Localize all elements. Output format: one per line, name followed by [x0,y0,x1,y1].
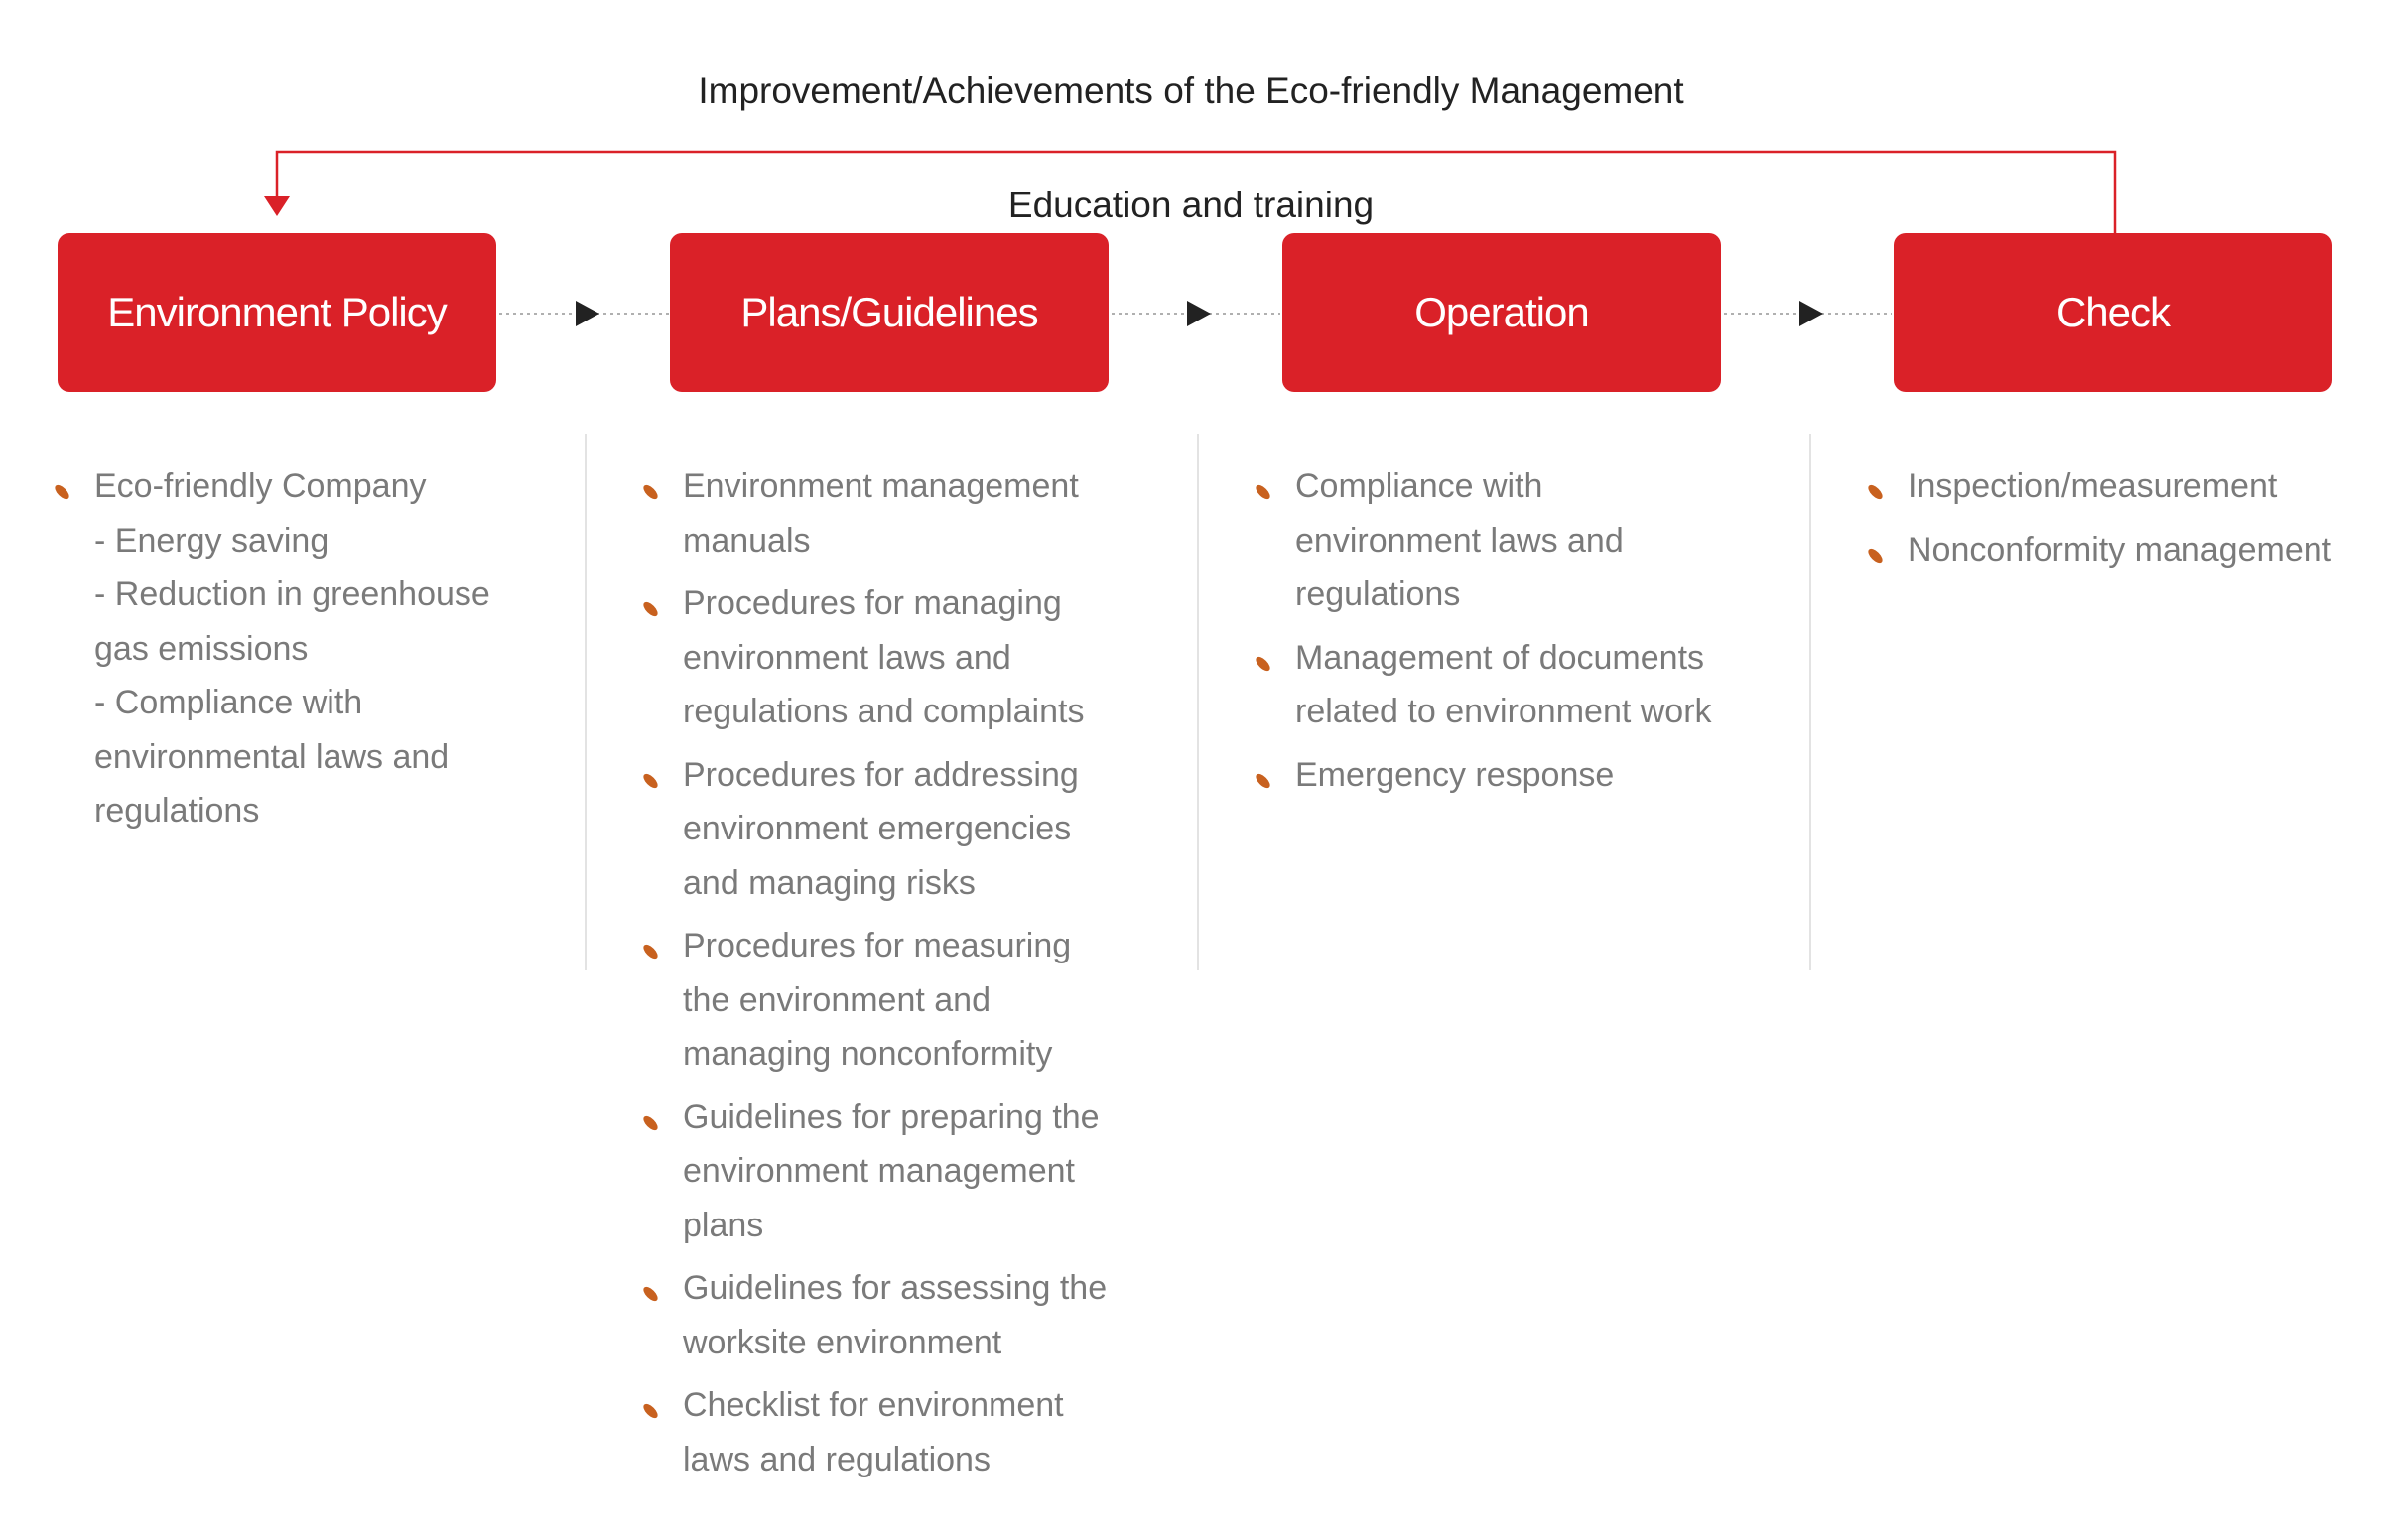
stage-plans-guidelines: Plans/Guidelines [670,233,1109,392]
list-item: Checklist for environment laws and regul… [640,1378,1115,1486]
list-item-text: Procedures for managing environment laws… [683,584,1085,730]
list-item: Eco-friendly Company - Energy saving - R… [52,459,524,838]
feedback-loop-line [275,150,2117,233]
connector-plans-to-operation [1112,301,1280,326]
plans-item-list: Environment management manuals Procedure… [640,459,1115,1495]
arrow-right-icon [1799,301,1823,326]
sub-item-text: - Compliance with environmental laws and… [94,684,450,830]
list-item-text: Procedures for addressing environment em… [683,755,1079,902]
list-item: Management of documents related to envir… [1253,631,1725,739]
operation-item-list: Compliance with environment laws and reg… [1253,459,1725,811]
list-item: Guidelines for preparing the environment… [640,1091,1115,1253]
list-item-text: Nonconformity management [1908,530,2332,569]
list-item: Environment management manuals [640,459,1115,568]
list-item-text: Guidelines for preparing the environment… [683,1097,1100,1244]
list-item-text: Guidelines for assessing the worksite en… [683,1269,1108,1361]
list-item: Guidelines for assessing the worksite en… [640,1261,1115,1369]
sub-item-text: - Energy saving [94,521,330,560]
list-item-text: Management of documents related to envir… [1295,638,1712,731]
list-item: Inspection/measurement [1865,459,2347,514]
stage-environment-policy: Environment Policy [58,233,496,392]
list-item-text: Emergency response [1295,755,1615,794]
list-item: Nonconformity management [1865,523,2347,578]
sub-item-text: - Reduction in greenhouse gas emissions [94,576,490,668]
arrow-right-icon [1187,301,1211,326]
stage-operation: Operation [1282,233,1721,392]
connector-operation-to-check [1724,301,1892,326]
column-divider [1197,434,1199,970]
education-training-label: Education and training [1007,185,1375,225]
list-item-text: Checklist for environment laws and regul… [683,1386,1064,1478]
list-item: Compliance with environment laws and reg… [1253,459,1725,622]
list-item-text: Inspection/measurement [1908,467,2278,505]
check-item-list: Inspection/measurement Nonconformity man… [1865,459,2347,585]
policy-item-list: Eco-friendly Company - Energy saving - R… [52,459,524,847]
list-item-text: Procedures for measuring the environment… [683,927,1072,1073]
list-item: Procedures for measuring the environment… [640,919,1115,1082]
feedback-arrowhead [264,196,290,216]
list-item-text: Environment management manuals [683,467,1079,560]
diagram-title: Improvement/Achievements of the Eco-frie… [698,70,1684,111]
list-item: Emergency response [1253,748,1725,803]
list-item: Procedures for managing environment laws… [640,577,1115,739]
arrow-right-icon [576,301,599,326]
stage-check: Check [1894,233,2332,392]
connector-policy-to-plans [499,301,669,326]
column-divider [585,434,587,970]
list-item: Procedures for addressing environment em… [640,748,1115,911]
list-item-text: Compliance with environment laws and reg… [1295,467,1624,613]
column-divider [1809,434,1811,970]
list-item-text: Eco-friendly Company [94,467,427,505]
